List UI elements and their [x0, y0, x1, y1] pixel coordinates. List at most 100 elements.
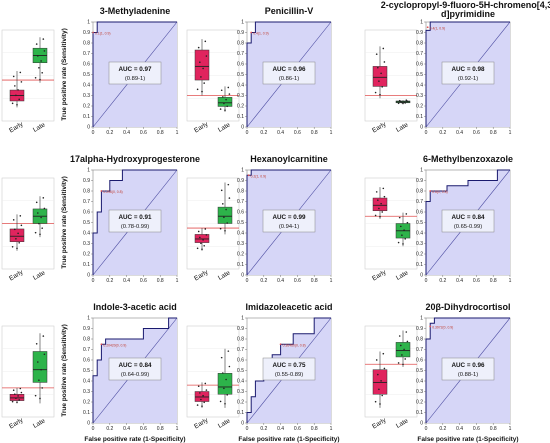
group-label: Late	[217, 269, 232, 282]
late-point	[222, 372, 224, 374]
late-box	[217, 97, 233, 107]
late-point	[228, 365, 231, 368]
x-tick-label: 0	[425, 130, 428, 136]
x-tick-label: 0.2	[439, 426, 446, 432]
y-tick-label: 0.1	[416, 410, 423, 416]
late-point	[228, 197, 231, 199]
late-point	[227, 183, 230, 186]
auc-ci: (0.78-0.99)	[121, 224, 149, 230]
y-tick-label: 1	[241, 20, 244, 26]
y-tick-label: 0.2	[83, 252, 90, 258]
x-axis-title: False positive rate (1-Specificity)	[84, 436, 185, 443]
y-tick-label: 0.9	[237, 326, 244, 332]
y-tick-label: 0.2	[237, 400, 244, 406]
early-point	[205, 389, 208, 391]
y-tick-label: 0.7	[237, 199, 244, 205]
late-point	[222, 203, 224, 205]
x-tick-label: 0.4	[277, 426, 284, 432]
early-point	[379, 215, 381, 218]
auc-box	[441, 357, 495, 381]
y-tick-label: 0.3	[416, 241, 423, 247]
late-point	[225, 98, 227, 101]
auc-value: AUC = 0.91	[118, 214, 152, 221]
early-point	[202, 239, 204, 241]
panel-7: Indole-3-acetic acid Early Late 0.20420(0, …	[1, 302, 179, 432]
early-point	[15, 237, 17, 240]
auc-box	[262, 61, 316, 85]
y-tick-label: 0.6	[416, 62, 423, 68]
y-axis-title: True positive rate (Sensitivity)	[61, 28, 68, 120]
early-point	[202, 394, 204, 397]
late-point	[42, 197, 45, 199]
auc-value: AUC = 0.96	[272, 66, 306, 73]
roc-curve	[92, 317, 177, 423]
y-tick-label: 0	[87, 273, 90, 279]
late-point	[220, 89, 223, 92]
late-point	[219, 227, 222, 230]
early-point	[197, 46, 200, 49]
early-point	[199, 236, 201, 239]
auc-box	[262, 357, 316, 381]
late-point	[406, 340, 409, 343]
late-box	[395, 342, 411, 358]
y-tick-label: 0.2	[416, 400, 423, 406]
auc-ci: (0.86-1)	[279, 76, 299, 82]
auc-box	[262, 209, 316, 233]
x-tick-label: 0.6	[140, 426, 147, 432]
auc-value: AUC = 0.96	[451, 362, 485, 369]
late-point	[225, 378, 227, 381]
auc-ci: (0.65-0.99)	[454, 224, 482, 230]
y-tick-label: 0.5	[83, 368, 90, 374]
roc-cutoff-point	[247, 174, 250, 177]
roc-cutoff-point	[250, 31, 253, 34]
early-point	[19, 215, 22, 217]
y-tick-label: 0.2	[237, 252, 244, 258]
early-point	[380, 202, 382, 205]
y-tick-label: 0.2	[83, 400, 90, 406]
y-tick-label: 0	[420, 273, 423, 279]
group-label: Late	[395, 121, 410, 134]
late-point	[397, 241, 400, 244]
auc-ci: (0.94-1)	[279, 224, 299, 230]
early-point	[375, 359, 378, 361]
early-point	[383, 195, 386, 198]
x-axis-title: False positive rate (1-Specificity)	[417, 436, 518, 443]
x-tick-label: 0	[92, 426, 95, 432]
late-box	[217, 373, 233, 395]
y-tick-label: 0.6	[237, 358, 244, 364]
y-tick-label: 0.7	[416, 51, 423, 57]
y-tick-label: 1	[87, 20, 90, 26]
x-tick-label: 0.8	[490, 426, 497, 432]
auc-box	[441, 209, 495, 233]
y-tick-label: 0.9	[416, 326, 423, 332]
early-point	[18, 98, 21, 101]
early-point	[205, 55, 208, 57]
early-point	[19, 71, 22, 74]
group-label: Late	[217, 417, 232, 430]
late-point	[402, 363, 404, 366]
roc-cutoff-label: 0.36460(0, 0.8)	[283, 343, 306, 347]
y-tick-label: 1	[241, 316, 244, 322]
early-point	[20, 81, 23, 83]
late-point	[220, 189, 223, 192]
x-tick-label: 0.2	[106, 426, 113, 432]
late-point	[38, 222, 40, 225]
y-tick-label: 0.5	[416, 220, 423, 226]
x-tick-label: 0.2	[106, 130, 113, 136]
y-tick-label: 1	[420, 316, 423, 322]
y-tick-label: 1	[420, 20, 423, 26]
late-point	[404, 102, 407, 104]
y-tick-label: 0.3	[83, 241, 90, 247]
late-point	[402, 102, 404, 105]
y-tick-label: 0.8	[83, 189, 90, 195]
late-point	[226, 394, 228, 396]
early-point	[374, 400, 377, 403]
early-point	[12, 75, 15, 78]
y-tick-label: 0.1	[237, 262, 244, 268]
auc-value: AUC = 0.98	[451, 66, 485, 73]
late-point	[34, 394, 37, 397]
y-tick-label: 0.2	[83, 104, 90, 110]
early-point	[16, 401, 18, 404]
y-tick-label: 0.2	[237, 104, 244, 110]
early-point	[379, 93, 381, 96]
